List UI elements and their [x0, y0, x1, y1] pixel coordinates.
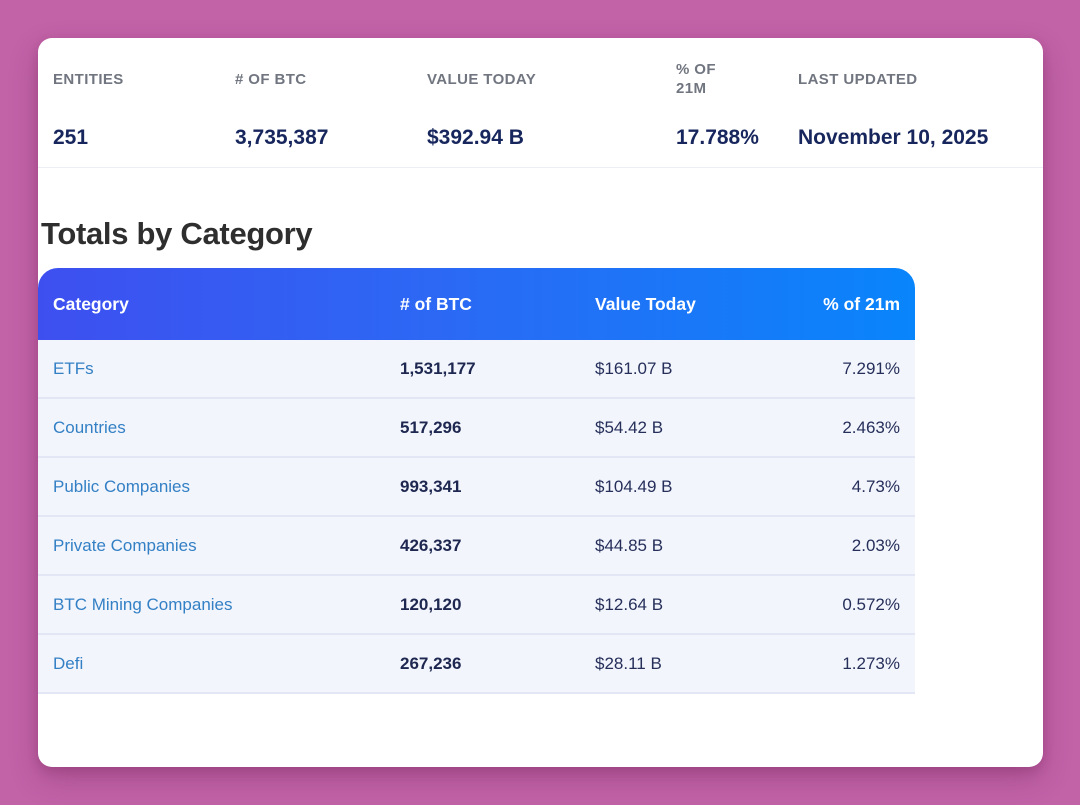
table-row: BTC Mining Companies 120,120 $12.64 B 0.… [38, 576, 915, 635]
value-cell: $104.49 B [595, 476, 673, 496]
stat-pct-21m: % OF 21M 17.788% [676, 58, 798, 150]
stat-btc-count-label: # OF BTC [235, 70, 307, 88]
category-link-defi[interactable]: Defi [53, 653, 84, 673]
stat-value-today-label: VALUE TODAY [427, 70, 537, 88]
section-title: Totals by Category [41, 216, 313, 251]
table-row: Defi 267,236 $28.11 B 1.273% [38, 635, 915, 694]
pct-cell: 7.291% [842, 358, 900, 378]
value-cell: $28.11 B [595, 653, 662, 673]
pct-cell: 2.463% [842, 417, 900, 437]
totals-by-category-table: Category # of BTC Value Today % of 21m E… [38, 268, 915, 694]
value-cell: $54.42 B [595, 417, 664, 437]
btc-cell: 1,531,177 [400, 358, 476, 378]
pct-cell: 1.273% [842, 653, 900, 673]
pct-cell: 2.03% [851, 535, 900, 555]
column-header-value-today: Value Today [595, 293, 696, 314]
stat-last-updated-label: LAST UPDATED [798, 70, 918, 88]
value-cell: $12.64 B [595, 594, 664, 614]
btc-cell: 120,120 [400, 594, 462, 614]
btc-cell: 517,296 [400, 417, 462, 437]
category-link-etfs[interactable]: ETFs [53, 358, 94, 378]
btc-cell: 267,236 [400, 653, 462, 673]
table-row: Public Companies 993,341 $104.49 B 4.73% [38, 458, 915, 517]
stat-value-today-value: $392.94 B [427, 126, 524, 149]
table-row: Private Companies 426,337 $44.85 B 2.03% [38, 517, 915, 576]
btc-cell: 993,341 [400, 476, 462, 496]
category-link-public-companies[interactable]: Public Companies [53, 476, 191, 496]
column-header-btc: # of BTC [400, 293, 472, 314]
value-cell: $161.07 B [595, 358, 673, 378]
category-link-countries[interactable]: Countries [53, 417, 126, 437]
stat-pct-21m-value: 17.788% [676, 126, 759, 149]
stat-entities: ENTITIES 251 [53, 58, 235, 150]
stat-pct-21m-label: % OF 21M [676, 61, 716, 97]
value-cell: $44.85 B [595, 535, 664, 555]
stat-entities-value: 251 [53, 126, 89, 149]
pct-cell: 4.73% [851, 476, 900, 496]
table-header-row: Category # of BTC Value Today % of 21m [38, 268, 915, 340]
stat-last-updated: LAST UPDATED November 10, 2025 [798, 58, 1033, 150]
summary-card: ENTITIES 251 # OF BTC 3,735,387 VALUE TO… [38, 38, 1043, 767]
column-header-category: Category [53, 293, 129, 314]
summary-stats: ENTITIES 251 # OF BTC 3,735,387 VALUE TO… [38, 38, 1043, 168]
stat-value-today: VALUE TODAY $392.94 B [427, 58, 676, 150]
stat-btc-count: # OF BTC 3,735,387 [235, 58, 427, 150]
stat-btc-count-value: 3,735,387 [235, 126, 329, 149]
pct-cell: 0.572% [842, 594, 900, 614]
stat-entities-label: ENTITIES [53, 70, 124, 88]
table-row: ETFs 1,531,177 $161.07 B 7.291% [38, 340, 915, 399]
category-link-btc-mining-companies[interactable]: BTC Mining Companies [53, 594, 233, 614]
btc-cell: 426,337 [400, 535, 462, 555]
category-link-private-companies[interactable]: Private Companies [53, 535, 197, 555]
table-row: Countries 517,296 $54.42 B 2.463% [38, 399, 915, 458]
column-header-pct-21m: % of 21m [823, 293, 900, 314]
stat-last-updated-value: November 10, 2025 [798, 126, 989, 149]
